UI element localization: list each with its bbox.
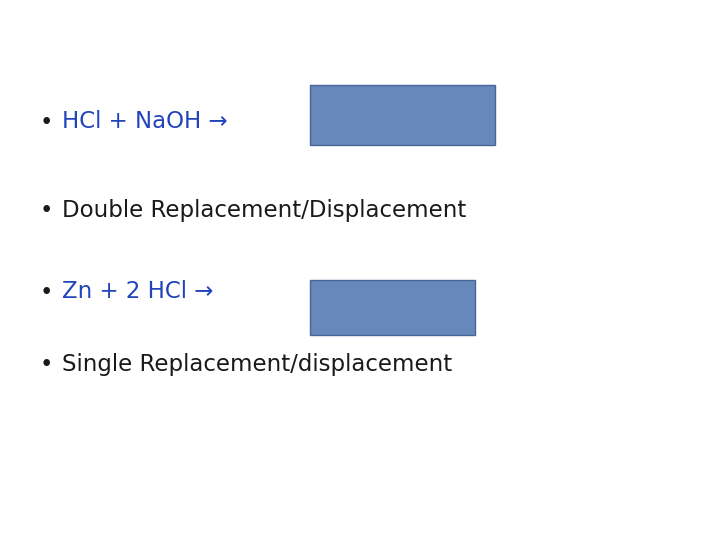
Bar <box>310 85 495 145</box>
Text: •: • <box>40 280 53 303</box>
Bar <box>310 280 475 335</box>
Text: Zn + 2 HCl →: Zn + 2 HCl → <box>62 280 213 303</box>
Text: Double Replacement/Displacement: Double Replacement/Displacement <box>62 199 467 221</box>
Text: •: • <box>40 354 53 376</box>
Text: Single Replacement/displacement: Single Replacement/displacement <box>62 354 452 376</box>
Text: •: • <box>40 199 53 221</box>
Text: •: • <box>40 111 53 133</box>
Text: HCl + NaOH →: HCl + NaOH → <box>62 111 228 133</box>
